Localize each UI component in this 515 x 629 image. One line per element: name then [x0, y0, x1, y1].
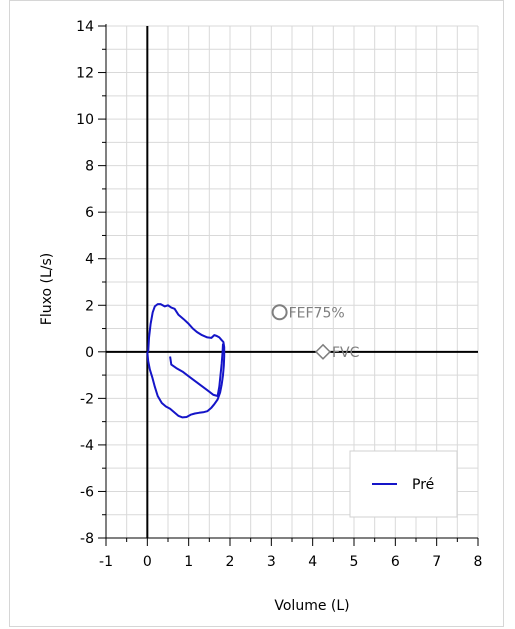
y-tick-label: 10 — [76, 112, 94, 128]
series-line-1 — [146, 303, 226, 419]
y-tick-label: -4 — [80, 438, 94, 454]
fef75-marker — [271, 304, 288, 321]
y-tick-label: -6 — [80, 484, 94, 500]
x-tick-label: 0 — [143, 554, 152, 570]
y-tick-label: 0 — [85, 345, 94, 361]
y-tick-label: -2 — [80, 391, 94, 407]
series-layer — [146, 303, 226, 419]
legend-label: Pré — [412, 477, 434, 493]
series-line-2 — [169, 343, 224, 397]
y-tick-label: 8 — [85, 159, 94, 175]
y-tick-label: 6 — [85, 205, 94, 221]
x-tick-label: 7 — [432, 554, 441, 570]
y-tick-label: 12 — [76, 66, 94, 82]
legend: Pré — [349, 450, 458, 518]
y-tick-label: 2 — [85, 298, 94, 314]
legend-box — [349, 450, 458, 518]
markers: FEF75% FVC — [271, 304, 360, 361]
x-tick-label: 4 — [308, 554, 317, 570]
x-tick-label: 1 — [184, 554, 193, 570]
fvc-marker — [314, 343, 332, 360]
x-tick-label: 2 — [226, 554, 235, 570]
x-axis-title: Volume (L) — [274, 598, 349, 614]
fef75-label: FEF75% — [289, 305, 345, 321]
x-tick-label: 8 — [474, 554, 483, 570]
y-axis-title: Fluxo (L/s) — [39, 253, 55, 325]
y-tick-label: 14 — [76, 19, 94, 35]
x-tick-label: -1 — [99, 554, 113, 570]
x-tick-label: 5 — [350, 554, 359, 570]
y-tick-label: -8 — [80, 531, 94, 547]
fvc-label: FVC — [332, 345, 360, 361]
x-tick-label: 3 — [267, 554, 276, 570]
x-tick-label: 6 — [391, 554, 400, 570]
y-tick-label: 4 — [85, 252, 94, 268]
chart-frame — [9, 0, 504, 627]
